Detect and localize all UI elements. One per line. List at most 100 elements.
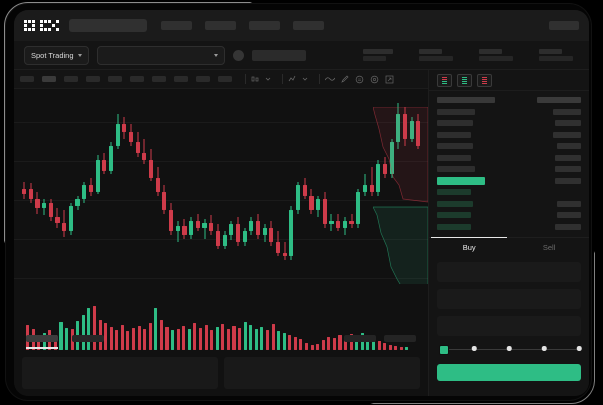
coin-avatar-icon (232, 49, 244, 61)
candle (316, 89, 321, 284)
volume-bar (293, 337, 297, 350)
orderbook-bids-icon[interactable] (457, 73, 473, 87)
volume-bar (282, 333, 286, 350)
stat-value (539, 56, 573, 62)
orderbook-amount (555, 154, 581, 161)
candle (108, 89, 114, 284)
orderbook-row[interactable] (437, 131, 581, 139)
orderbook-price (437, 166, 476, 172)
line-wave-icon[interactable] (325, 75, 335, 83)
timeframe-chip-9[interactable] (218, 76, 232, 82)
indicators-icon[interactable] (288, 75, 296, 83)
orderbook-row[interactable] (437, 176, 581, 185)
nav-item-1[interactable] (205, 21, 236, 30)
timeframe-chip-8[interactable] (196, 76, 210, 82)
timeframe-chip-7[interactable] (174, 76, 188, 82)
orderbook-row[interactable] (437, 108, 581, 116)
timeframe-chip-1[interactable] (42, 76, 56, 82)
chevron-down-icon[interactable] (302, 76, 308, 82)
orderbook-row[interactable] (437, 188, 581, 196)
slider-stop-50[interactable] (506, 346, 512, 351)
tab-buy[interactable]: Buy (429, 236, 509, 256)
volume-bar (120, 324, 124, 350)
candle (48, 89, 53, 284)
volume-bar (310, 345, 314, 350)
fullscreen-icon[interactable] (385, 75, 394, 84)
okx-logo-icon[interactable] (24, 20, 59, 31)
volume-bar (327, 337, 331, 350)
candlestick-chart[interactable] (14, 89, 429, 284)
slider-stop-100[interactable] (576, 346, 582, 351)
bottom-action-1[interactable] (384, 334, 417, 342)
header-nav (161, 21, 324, 30)
candle (142, 89, 147, 284)
nav-item-3[interactable] (293, 21, 324, 30)
orderbook-row[interactable] (437, 142, 581, 150)
amount-slider[interactable] (439, 344, 582, 356)
orderbook-price (437, 223, 472, 230)
nav-item-2[interactable] (249, 21, 280, 30)
orderbook-both-icon[interactable] (437, 73, 453, 87)
timeframe-chip-5[interactable] (130, 76, 144, 82)
orderbook-row[interactable] (437, 154, 581, 162)
timeframe-chip-3[interactable] (86, 76, 100, 82)
pair-selector[interactable] (96, 45, 225, 65)
slider-stop-25[interactable] (471, 346, 477, 351)
orderbook-row[interactable] (437, 200, 581, 208)
stat-value (363, 56, 386, 62)
bottom-panel-0[interactable] (22, 357, 219, 389)
volume-bar (210, 330, 214, 350)
volume-bar (394, 346, 398, 350)
volume-bar (53, 335, 57, 350)
orderbook-row[interactable] (437, 119, 581, 127)
volume-bar (332, 338, 336, 350)
candle (102, 89, 107, 284)
search-input[interactable] (69, 19, 147, 32)
magnet-icon[interactable] (355, 75, 364, 84)
candle (289, 89, 294, 284)
volume-bar (137, 325, 141, 350)
candle (382, 89, 388, 284)
chevron-down-icon (77, 53, 82, 57)
candle (128, 89, 134, 284)
orderbook-row[interactable] (437, 223, 581, 231)
price-field[interactable] (437, 261, 581, 282)
app-body: Buy Sell (14, 70, 589, 396)
orderbook-row[interactable] (437, 96, 581, 104)
settings-icon[interactable] (370, 75, 379, 84)
volume-bar (304, 343, 309, 350)
total-field[interactable] (437, 315, 581, 336)
volume-bar (87, 307, 91, 350)
candle (175, 89, 180, 284)
candle (362, 89, 367, 284)
timeframe-chip-2[interactable] (64, 76, 78, 82)
mode-selector[interactable]: Spot Trading (24, 45, 89, 65)
timeframe-chip-6[interactable] (152, 76, 166, 82)
orderbook-price (437, 189, 472, 195)
nav-item-0[interactable] (161, 21, 192, 30)
orderbook-rows[interactable] (429, 91, 589, 231)
timeframe-chip-4[interactable] (108, 76, 122, 82)
bottom-tab-0[interactable] (26, 334, 58, 349)
amount-field[interactable] (437, 288, 581, 309)
orderbook-row[interactable] (437, 211, 581, 219)
orderbook-row[interactable] (437, 165, 581, 173)
bottom-panel-1[interactable] (224, 357, 421, 389)
bottom-action-0[interactable] (344, 334, 377, 342)
app-header (14, 10, 589, 41)
candle (309, 89, 314, 284)
slider-stop-75[interactable] (541, 346, 547, 351)
submit-order-button[interactable] (437, 363, 581, 381)
candlestick-type-icon[interactable] (251, 75, 259, 83)
orderbook-price (437, 131, 472, 138)
pencil-icon[interactable] (341, 75, 349, 83)
stat-label (539, 48, 562, 54)
chevron-down-icon[interactable] (265, 76, 271, 82)
header-action-0[interactable] (549, 21, 579, 30)
timeframe-chip-0[interactable] (20, 76, 34, 82)
orderbook-asks-icon[interactable] (477, 73, 493, 87)
slider-handle[interactable] (439, 344, 450, 355)
tab-sell[interactable]: Sell (542, 242, 556, 252)
toolbar-divider (319, 74, 320, 84)
bottom-tab-1[interactable] (72, 334, 104, 342)
